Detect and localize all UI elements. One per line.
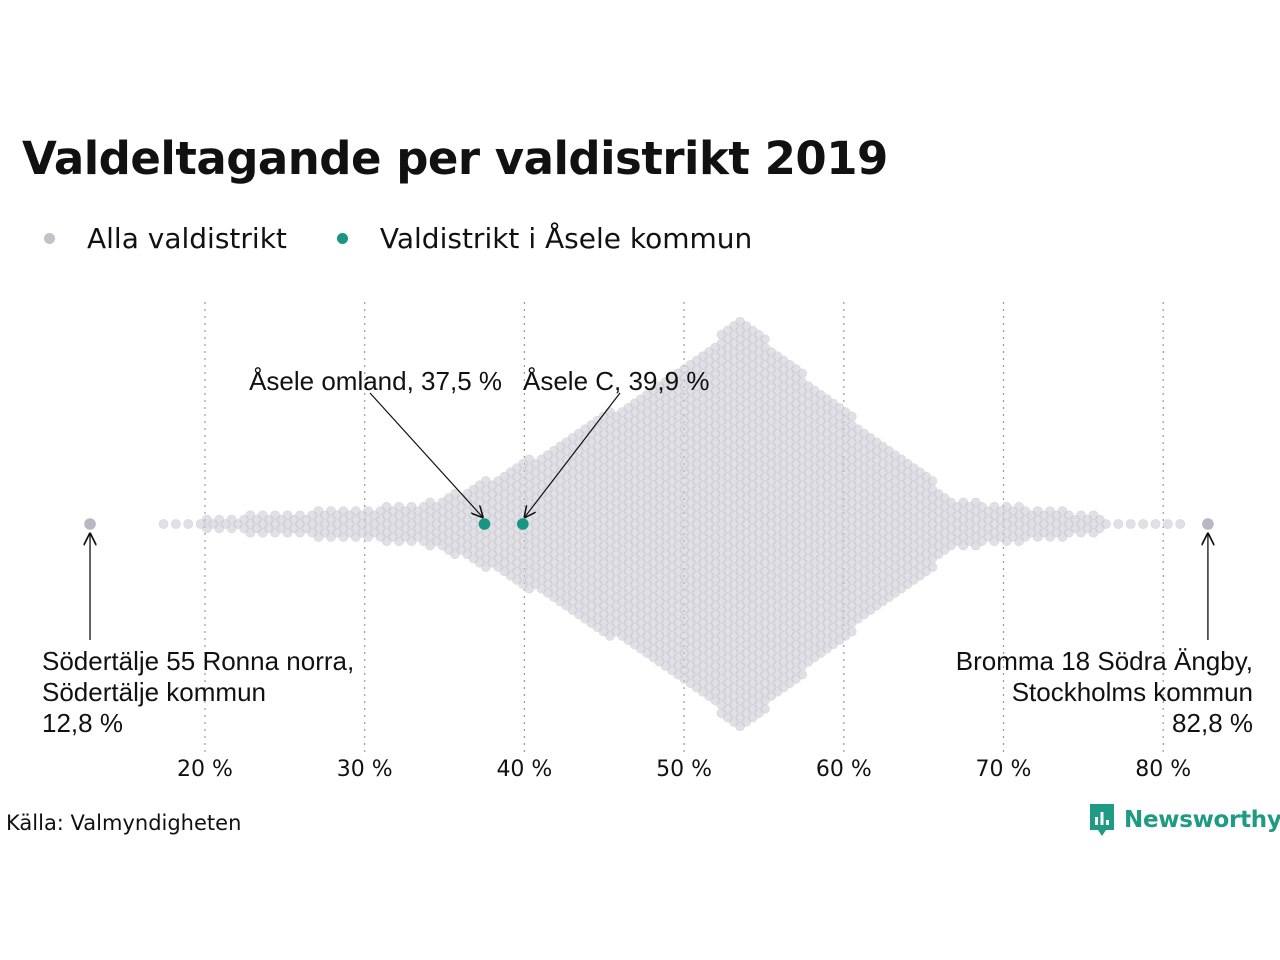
swarm-point	[927, 562, 938, 572]
legend: Alla valdistrikt Valdistrikt i Åsele kom…	[44, 222, 802, 255]
swarm-point	[1113, 519, 1124, 529]
x-tick-label: 70 %	[976, 757, 1032, 782]
beeswarm-chart: Södertälje 55 Ronna norra,Södertälje kom…	[42, 302, 1253, 782]
legend-label-asele: Valdistrikt i Åsele kommun	[379, 222, 753, 255]
swarm-point	[1175, 519, 1186, 529]
swarm-point	[759, 703, 770, 714]
highlight-label: Åsele C, 39,9 %	[523, 366, 709, 396]
swarm-point	[170, 519, 181, 529]
highlight-arrow	[525, 392, 621, 517]
x-tick-label: 20 %	[177, 757, 233, 782]
swarm-point	[1162, 519, 1173, 529]
extreme-label: Södertälje kommun	[42, 677, 266, 707]
legend-item-asele: Valdistrikt i Åsele kommun	[336, 222, 753, 255]
extreme-label: Södertälje 55 Ronna norra,	[42, 646, 354, 676]
brand-name: Newsworthy	[1124, 807, 1280, 833]
legend-dot-asele	[336, 233, 348, 244]
highlight-label: Åsele omland, 37,5 %	[249, 366, 502, 396]
x-tick-label: 30 %	[337, 757, 393, 782]
highlight-arrow	[369, 392, 482, 517]
legend-item-all: Alla valdistrikt	[44, 222, 287, 255]
extreme-label: Bromma 18 Södra Ängby,	[956, 646, 1253, 676]
x-tick-label: 80 %	[1135, 757, 1191, 782]
x-tick-label: 60 %	[816, 757, 872, 782]
extreme-label: 82,8 %	[1172, 708, 1253, 738]
swarm-point	[846, 626, 857, 637]
swarm-point	[1150, 519, 1161, 529]
highlight-points	[84, 518, 1214, 530]
x-tick-label: 40 %	[496, 757, 552, 782]
newsworthy-logo-icon	[1090, 804, 1114, 836]
brand-logo: Newsworthy	[1088, 802, 1280, 838]
swarm-point	[1125, 519, 1136, 529]
x-axis-ticks: 20 % 30 % 40 % 50 % 60 % 70 % 80 %	[177, 757, 1191, 782]
highlight-point	[478, 518, 491, 530]
swarm-point	[183, 519, 194, 529]
swarm-point	[797, 368, 807, 379]
extreme-point	[1202, 518, 1214, 530]
extreme-point	[84, 518, 96, 530]
extreme-label: 12,8 %	[42, 708, 123, 738]
swarm-point	[158, 519, 169, 529]
extreme-label: Stockholms kommun	[1012, 677, 1253, 707]
legend-dot-all	[44, 233, 55, 244]
highlight-point	[517, 518, 529, 530]
source-note: Källa: Valmyndigheten	[6, 811, 242, 835]
swarm-point	[1100, 519, 1111, 529]
annotation-arrows	[90, 392, 1208, 640]
chart-title: Valdeltagande per valdistrikt 2019	[22, 132, 888, 185]
swarm-point	[797, 669, 807, 680]
swarm-point	[927, 476, 938, 486]
annotations: Södertälje 55 Ronna norra,Södertälje kom…	[42, 366, 1253, 738]
swarm-point	[759, 334, 770, 344]
swarm-point	[1138, 519, 1148, 529]
swarm-points	[158, 316, 1186, 731]
swarm-point	[846, 411, 857, 422]
legend-label-all: Alla valdistrikt	[87, 222, 287, 255]
x-tick-label: 50 %	[656, 757, 712, 782]
